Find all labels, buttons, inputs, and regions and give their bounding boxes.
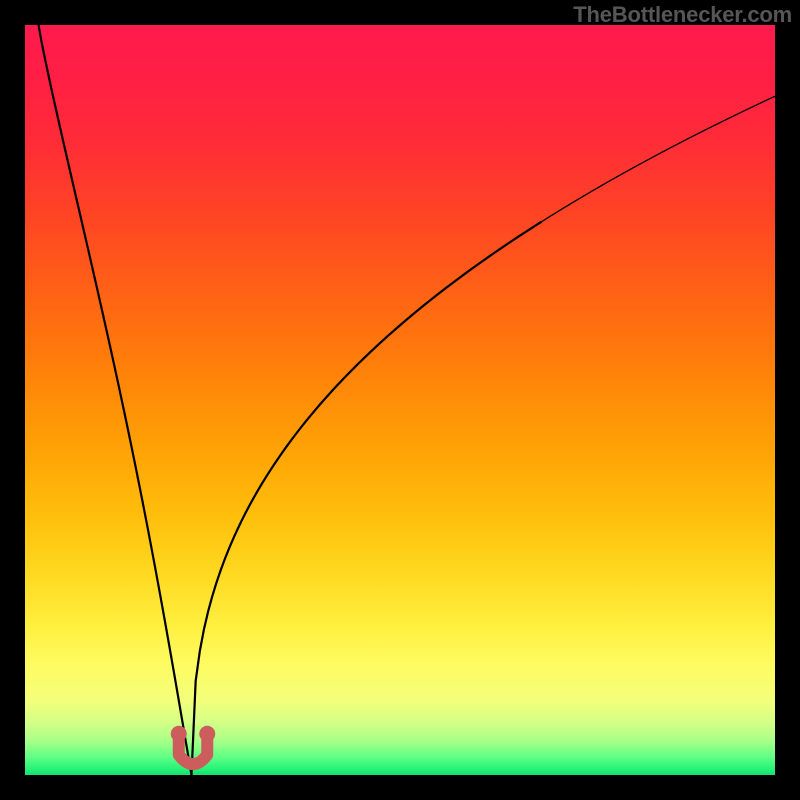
cusp-marker-dot-left xyxy=(171,726,187,742)
gradient-background xyxy=(25,25,775,775)
chart-container: TheBottlenecker.com xyxy=(0,0,800,800)
cusp-marker-dot-right xyxy=(199,726,215,742)
watermark-text: TheBottlenecker.com xyxy=(573,2,792,28)
bottleneck-chart xyxy=(0,0,800,800)
frame-border xyxy=(775,0,800,800)
frame-border xyxy=(0,0,25,800)
frame-border xyxy=(0,775,800,800)
